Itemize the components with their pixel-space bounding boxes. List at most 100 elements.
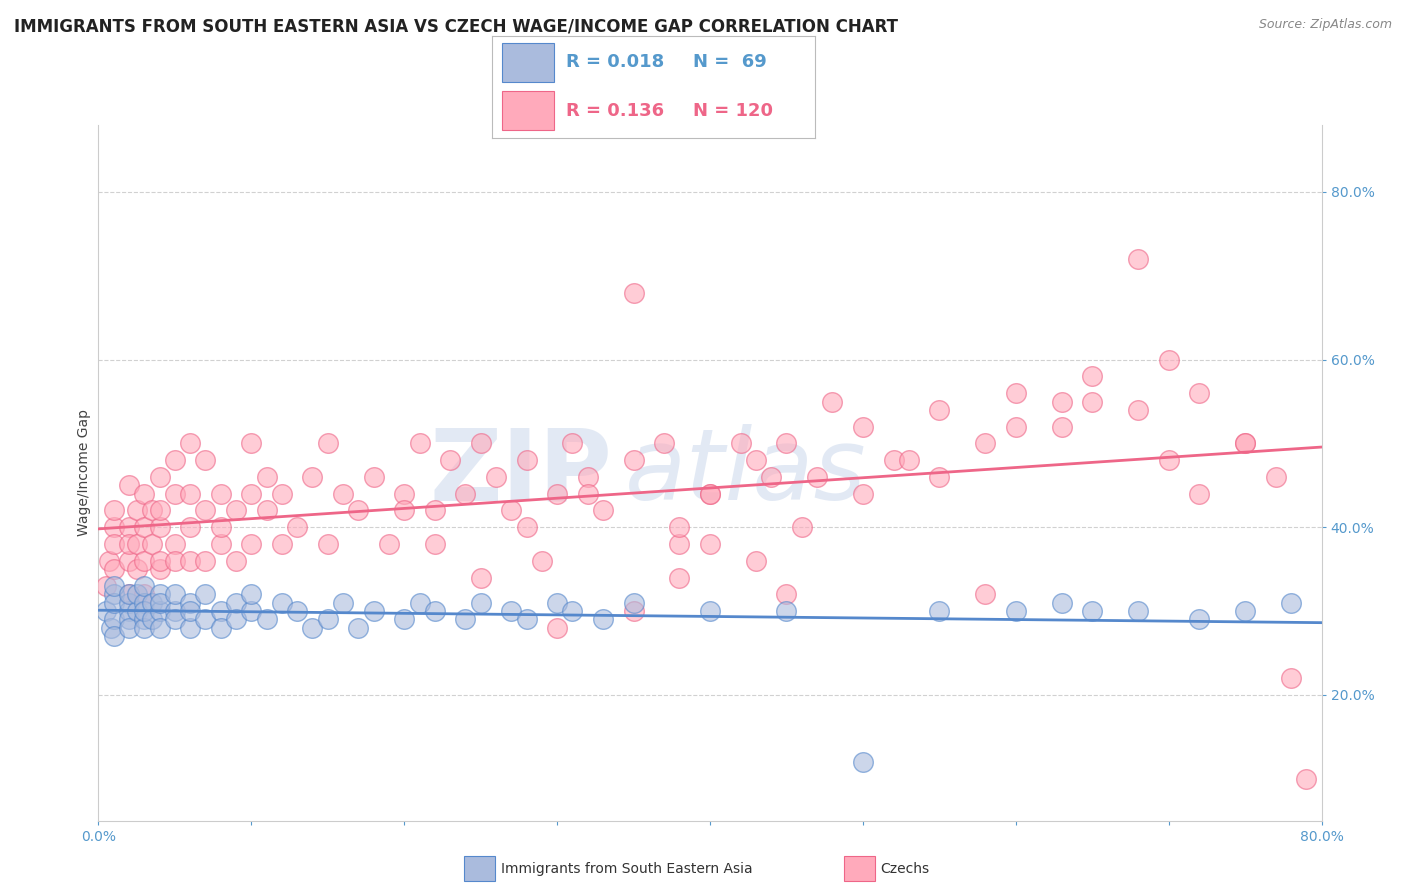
Point [1188, 612, 1211, 626]
Point [194, 503, 217, 517]
Point [1050, 394, 1073, 409]
Point [179, 604, 201, 618]
Point [134, 554, 156, 568]
Point [240, 604, 263, 618]
Point [118, 621, 141, 635]
Point [652, 436, 675, 450]
Point [392, 612, 416, 626]
Point [623, 596, 645, 610]
Point [1004, 386, 1026, 401]
Point [516, 612, 538, 626]
Point [194, 612, 217, 626]
Point [240, 436, 263, 450]
Point [546, 621, 568, 635]
Point [454, 612, 477, 626]
Point [332, 596, 354, 610]
Point [141, 612, 163, 626]
Text: Source: ZipAtlas.com: Source: ZipAtlas.com [1258, 18, 1392, 31]
Point [103, 520, 125, 534]
Point [423, 604, 446, 618]
Text: IMMIGRANTS FROM SOUTH EASTERN ASIA VS CZECH WAGE/INCOME GAP CORRELATION CHART: IMMIGRANTS FROM SOUTH EASTERN ASIA VS CZ… [14, 18, 898, 36]
Point [256, 470, 278, 484]
Point [852, 486, 875, 500]
Point [98, 554, 121, 568]
Point [256, 612, 278, 626]
Point [94, 579, 117, 593]
Text: atlas: atlas [624, 425, 866, 521]
Point [270, 537, 292, 551]
Point [576, 470, 599, 484]
Point [149, 554, 172, 568]
Point [699, 486, 721, 500]
Text: Czechs: Czechs [880, 862, 929, 876]
Point [561, 604, 583, 618]
Point [163, 453, 186, 467]
Point [332, 486, 354, 500]
Point [149, 503, 172, 517]
Point [775, 587, 797, 601]
Point [852, 419, 875, 434]
Point [163, 612, 186, 626]
Point [775, 436, 797, 450]
Point [316, 537, 339, 551]
Point [699, 486, 721, 500]
Point [149, 621, 172, 635]
Point [730, 436, 752, 450]
Point [179, 520, 201, 534]
Point [134, 621, 156, 635]
Point [1157, 352, 1180, 367]
Point [240, 486, 263, 500]
Point [1081, 604, 1104, 618]
Point [103, 629, 125, 643]
Point [100, 621, 122, 635]
Point [546, 596, 568, 610]
Point [852, 755, 875, 769]
Point [103, 612, 125, 626]
Point [423, 503, 446, 517]
Point [194, 453, 217, 467]
Point [134, 596, 156, 610]
Point [209, 486, 232, 500]
Point [439, 453, 461, 467]
Point [134, 612, 156, 626]
Point [118, 587, 141, 601]
Point [1234, 436, 1257, 450]
Point [806, 470, 828, 484]
Y-axis label: Wage/Income Gap: Wage/Income Gap [77, 409, 91, 536]
Point [423, 537, 446, 551]
Point [1081, 394, 1104, 409]
Point [668, 537, 690, 551]
Point [134, 587, 156, 601]
Point [623, 285, 645, 300]
Point [1279, 671, 1302, 685]
Point [408, 436, 430, 450]
Point [270, 486, 292, 500]
Point [256, 503, 278, 517]
Point [501, 604, 523, 618]
Point [179, 436, 201, 450]
Point [363, 470, 385, 484]
Point [392, 486, 416, 500]
Point [1004, 419, 1026, 434]
Point [149, 596, 172, 610]
Point [699, 604, 721, 618]
Point [149, 470, 172, 484]
Point [149, 520, 172, 534]
Point [118, 612, 141, 626]
Point [125, 587, 148, 601]
Point [118, 596, 141, 610]
Point [516, 453, 538, 467]
Point [668, 520, 690, 534]
Point [163, 604, 186, 618]
Point [821, 394, 844, 409]
Point [209, 604, 232, 618]
Point [928, 470, 950, 484]
Point [240, 537, 263, 551]
Point [1234, 436, 1257, 450]
Point [347, 503, 370, 517]
Point [1004, 604, 1026, 618]
Point [125, 562, 148, 576]
Point [103, 562, 125, 576]
Point [1128, 403, 1150, 417]
Point [125, 604, 148, 618]
